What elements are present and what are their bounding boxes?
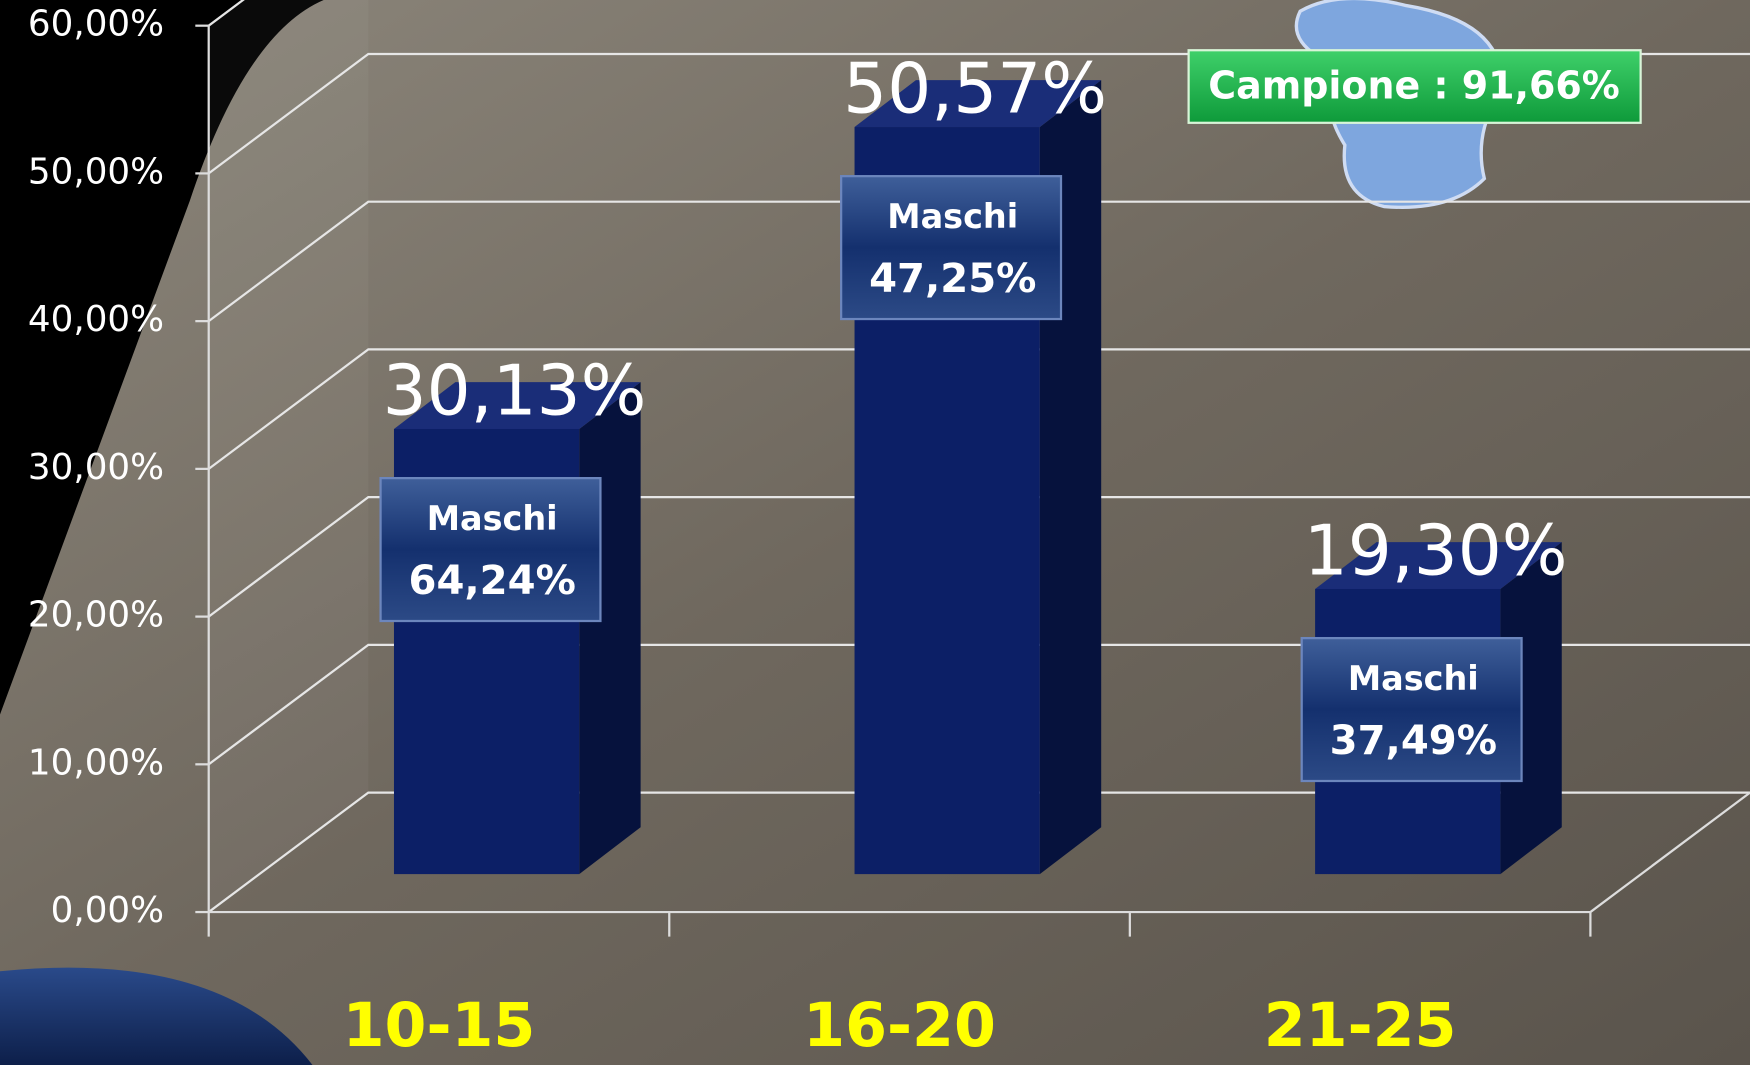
- x-tick-label: 10-15: [343, 991, 536, 1061]
- bar: [394, 382, 641, 874]
- value-label: 50,57%: [843, 50, 1107, 130]
- maschi-label: Maschi: [887, 197, 1018, 236]
- maschi-value: 64,24%: [409, 558, 576, 604]
- value-label: 19,30%: [1304, 512, 1568, 592]
- value-label: 30,13%: [383, 352, 647, 432]
- page: 0,00% 10,00% 20,00% 30,00% 40,00% 50,00% 60,00…: [0, 0, 1750, 1065]
- x-tick-label: 16-20: [803, 991, 996, 1061]
- maschi-label: Maschi: [427, 499, 558, 538]
- back-wall: [209, 0, 369, 912]
- y-tick-label: 30,00%: [28, 447, 164, 488]
- y-tick-label: 40,00%: [28, 299, 164, 340]
- x-tick-label: 21-25: [1264, 991, 1457, 1061]
- maschi-label: Maschi: [1348, 659, 1479, 698]
- note: Campione : 91,66%: [1208, 64, 1619, 108]
- y-tick-label: 60,00%: [28, 4, 164, 45]
- chart: 0,00% 10,00% 20,00% 30,00% 40,00% 50,00% 60,00…: [0, 0, 1750, 1065]
- y-tick-label: 0,00%: [51, 890, 164, 931]
- y-tick-label: 50,00%: [28, 151, 164, 192]
- maschi-value: 47,25%: [869, 256, 1036, 302]
- maschi-value: 37,49%: [1330, 718, 1497, 764]
- y-tick-label: 10,00%: [28, 742, 164, 783]
- bar-side: [579, 382, 640, 874]
- y-tick-label: 20,00%: [28, 595, 164, 636]
